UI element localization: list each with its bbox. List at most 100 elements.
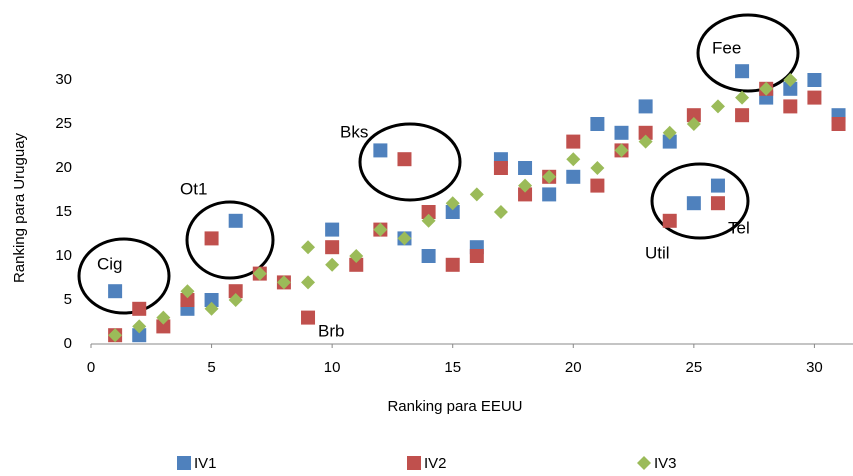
circle <box>650 162 750 240</box>
point <box>132 319 147 334</box>
point <box>228 293 243 307</box>
y-tick-label: 25 <box>55 115 72 132</box>
point <box>638 134 653 149</box>
point <box>445 196 460 211</box>
point <box>204 301 219 316</box>
x-tick-label: 0 <box>87 359 95 376</box>
point <box>325 222 340 237</box>
point <box>204 231 219 246</box>
point <box>108 328 123 343</box>
annotation: Tel <box>728 218 750 237</box>
point <box>132 301 147 316</box>
x-tick-label: 25 <box>686 359 703 376</box>
point <box>469 249 484 263</box>
legend-label: IV1 <box>194 455 217 472</box>
circle <box>77 237 171 315</box>
point <box>518 161 533 175</box>
point <box>301 240 316 255</box>
point <box>590 178 605 193</box>
circle <box>185 200 275 280</box>
point <box>783 99 798 114</box>
point <box>421 249 436 263</box>
point <box>301 275 316 290</box>
point <box>493 205 508 219</box>
annotation: Brb <box>318 321 344 340</box>
y-tick-label: 30 <box>55 71 72 88</box>
point <box>686 117 701 131</box>
point <box>493 161 508 175</box>
legend-label: IV2 <box>424 455 447 472</box>
point <box>735 64 750 79</box>
y-tick-label: 20 <box>55 159 72 176</box>
point <box>662 213 677 228</box>
annotation: Ot1 <box>180 179 207 198</box>
point <box>180 284 195 299</box>
point <box>397 152 412 167</box>
point <box>686 108 701 123</box>
point <box>373 222 388 237</box>
point <box>638 125 653 140</box>
legend-label: IV3 <box>654 455 677 472</box>
x-tick-label: 20 <box>565 359 582 376</box>
annotation: Cig <box>97 254 123 273</box>
point <box>735 90 750 105</box>
point <box>831 117 846 131</box>
point <box>807 73 822 87</box>
point <box>590 117 605 131</box>
point <box>421 213 436 228</box>
point <box>638 99 653 114</box>
legend-marker <box>407 456 421 470</box>
point <box>276 275 291 290</box>
circle <box>358 122 462 202</box>
point <box>518 178 533 193</box>
annotation: Util <box>645 243 670 262</box>
y-axis-label: Ranking para Uruguay <box>11 132 28 283</box>
point <box>373 143 388 158</box>
point <box>710 196 725 211</box>
point <box>397 231 412 246</box>
point <box>518 187 533 202</box>
legend-marker <box>637 456 651 470</box>
y-tick-label: 10 <box>55 247 72 264</box>
point <box>710 178 725 193</box>
point <box>228 213 243 228</box>
point <box>662 134 677 149</box>
point <box>349 257 364 272</box>
point <box>566 169 581 184</box>
x-tick-label: 30 <box>806 359 823 376</box>
point <box>783 73 798 87</box>
point <box>566 152 581 167</box>
point <box>590 161 605 175</box>
point <box>325 257 340 272</box>
point <box>445 257 460 272</box>
circle <box>696 13 800 93</box>
point <box>662 125 677 140</box>
point <box>204 293 219 307</box>
point <box>325 240 340 255</box>
point <box>469 187 484 202</box>
point <box>301 310 316 325</box>
x-axis-label: Ranking para EEUU <box>387 398 522 415</box>
point <box>542 169 557 184</box>
point <box>566 134 581 149</box>
point <box>710 99 725 114</box>
x-tick-label: 15 <box>444 359 461 376</box>
point <box>686 196 701 211</box>
point <box>445 205 460 219</box>
x-tick-label: 10 <box>324 359 341 376</box>
point <box>542 187 557 202</box>
point <box>180 293 195 307</box>
point <box>807 90 822 105</box>
legend-marker <box>177 456 191 470</box>
point <box>156 310 171 325</box>
point <box>759 81 774 96</box>
point <box>132 328 147 343</box>
point <box>735 108 750 123</box>
point <box>252 266 267 281</box>
y-tick-label: 15 <box>55 203 72 220</box>
point <box>156 319 171 334</box>
point <box>614 143 629 158</box>
x-tick-label: 5 <box>207 359 215 376</box>
y-tick-label: 0 <box>64 335 72 352</box>
